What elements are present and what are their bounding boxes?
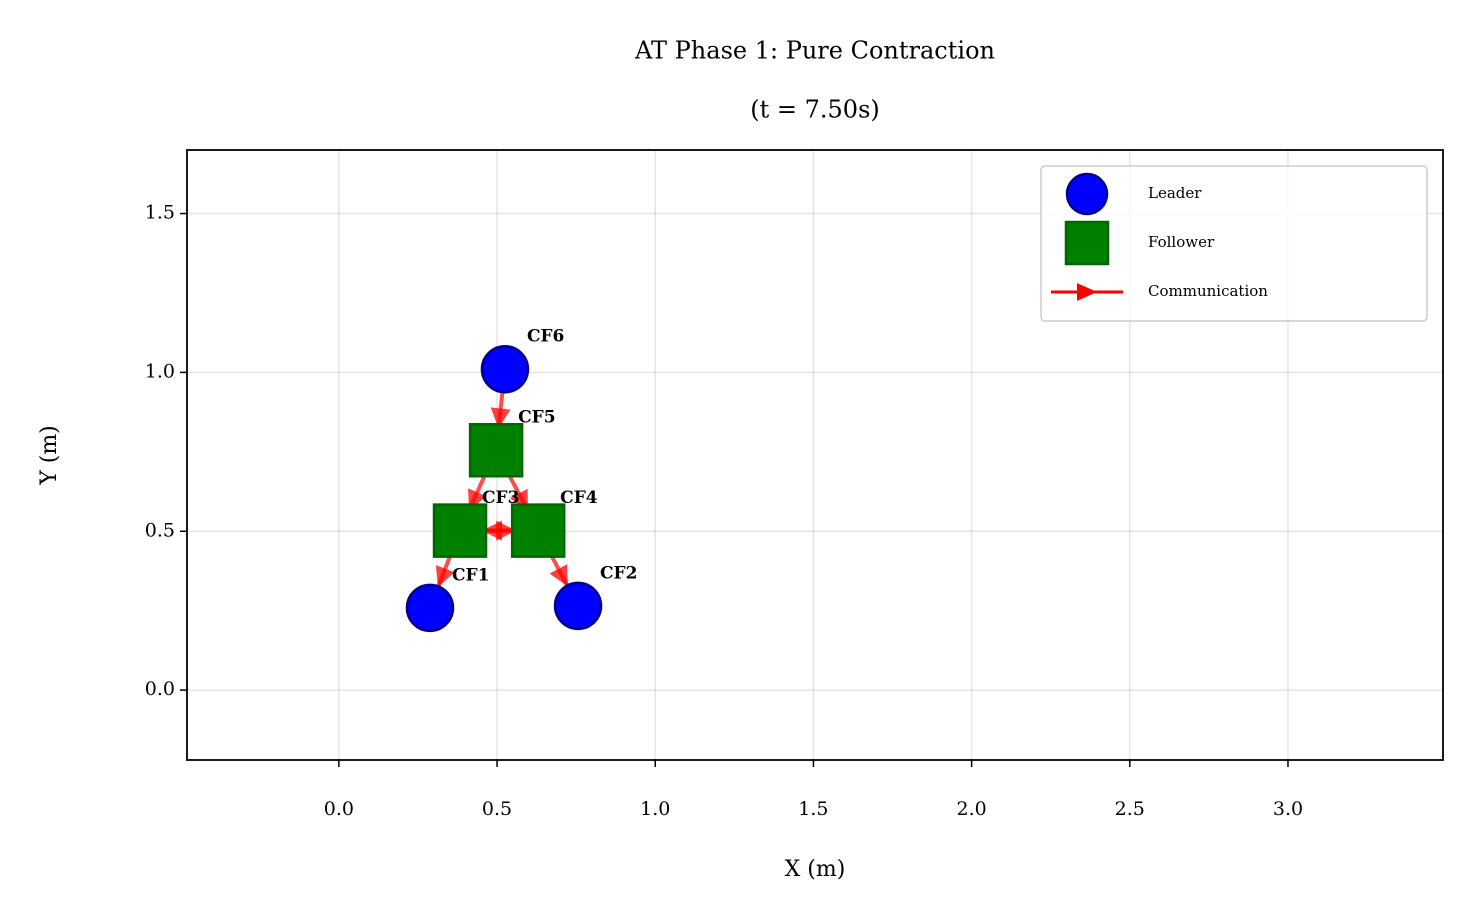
y-tick-label: 1.0 <box>145 360 175 382</box>
x-axis-label: X (m) <box>785 857 846 882</box>
communication-arrow <box>490 388 511 429</box>
legend: Leader Follower Communication <box>1040 165 1428 322</box>
point-label: CF3 <box>482 488 519 508</box>
legend-label: Communication <box>1148 282 1268 300</box>
chart-subtitle: (t = 7.50s) <box>750 96 880 124</box>
point-label: CF4 <box>560 488 598 508</box>
point-label: CF2 <box>600 563 637 583</box>
point-label: CF5 <box>518 408 555 428</box>
plot-frame <box>186 149 1444 761</box>
point-label: CF6 <box>527 327 564 347</box>
point <box>510 503 566 558</box>
x-tick-label: 3.0 <box>1273 798 1303 820</box>
legend-arrow <box>1077 283 1097 301</box>
point-label: CF1 <box>452 565 489 585</box>
y-tick-label: 0.0 <box>145 678 175 700</box>
x-tick-label: 2.5 <box>1115 798 1145 820</box>
x-tick-label: 1.0 <box>640 798 670 820</box>
x-tick-label: 0.5 <box>482 798 512 820</box>
legend-label: Leader <box>1148 184 1202 202</box>
point <box>480 344 530 394</box>
x-tick-label: 1.5 <box>798 798 828 820</box>
legend-label: Follower <box>1148 233 1215 251</box>
x-tick-label: 2.0 <box>956 798 986 820</box>
point <box>468 422 524 478</box>
chart-title: AT Phase 1: Pure Contraction <box>634 37 995 65</box>
y-axis-label: Y (m) <box>37 425 62 486</box>
point <box>432 503 488 558</box>
point <box>405 583 455 633</box>
y-tick-label: 0.5 <box>145 519 175 541</box>
y-tick-label: 1.5 <box>145 202 175 224</box>
point <box>553 581 603 631</box>
x-tick-label: 0.0 <box>324 798 354 820</box>
legend-marker <box>1064 220 1110 266</box>
legend-marker <box>1065 172 1109 216</box>
legend-box <box>1040 165 1428 322</box>
